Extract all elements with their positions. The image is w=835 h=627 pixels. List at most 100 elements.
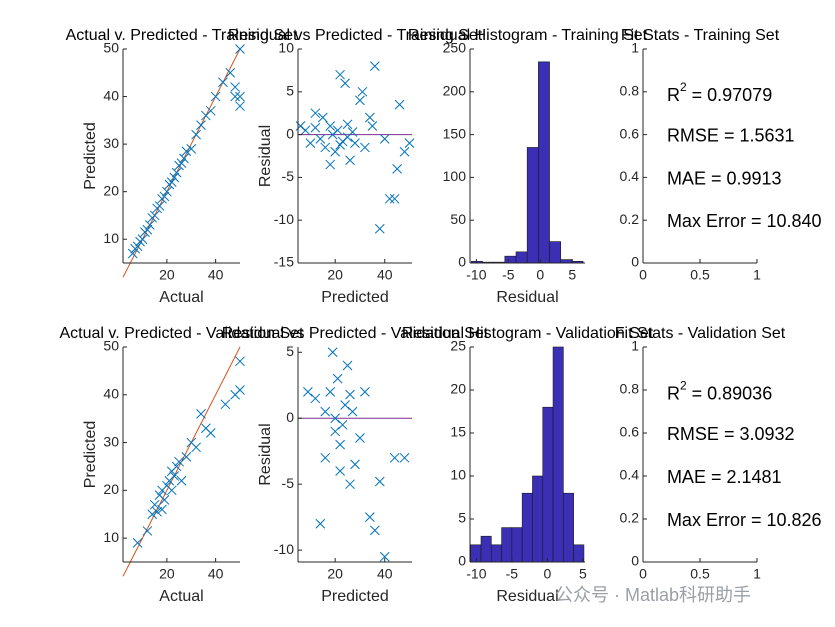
marker xyxy=(355,95,365,106)
stat-line: MAE = 0.9913 xyxy=(667,168,782,188)
histogram-bar xyxy=(532,475,544,563)
subplot-title: Residual vs Predicted - Training Set xyxy=(228,27,483,44)
x-tick-label: 0.5 xyxy=(690,267,710,283)
marker xyxy=(205,105,216,116)
histogram-bar xyxy=(470,544,482,563)
marker xyxy=(394,99,405,110)
subplot: Actual v. Predicted - Validation Set 10 20… xyxy=(60,325,305,605)
marker xyxy=(335,140,345,150)
y-tick-label: 0.2 xyxy=(620,211,640,227)
stat-r2: R2 = 0.97079 xyxy=(667,80,772,105)
y-tick-label: 10 xyxy=(103,230,119,246)
marker xyxy=(379,134,390,144)
marker xyxy=(132,241,143,252)
marker xyxy=(325,159,336,170)
y-tick-label: 50 xyxy=(103,338,119,354)
marker xyxy=(350,459,360,470)
marker xyxy=(345,479,355,490)
y-tick-label: 30 xyxy=(103,135,119,151)
marker xyxy=(310,108,321,119)
histogram-bar xyxy=(560,259,573,264)
x-tick-label: 40 xyxy=(208,267,224,283)
marker xyxy=(147,509,158,520)
marker xyxy=(369,525,380,536)
subplot-title: Fit Stats - Validation Set xyxy=(615,325,786,342)
marker xyxy=(205,428,216,438)
y-tick-label: 5 xyxy=(286,83,294,99)
stat-r2-rest: = 0.97079 xyxy=(687,85,773,105)
x-tick-label: -10 xyxy=(466,566,486,582)
y-tick-label: -10 xyxy=(274,211,294,227)
marker xyxy=(171,461,182,472)
y-tick-label: 0.4 xyxy=(620,467,640,483)
histogram-bar xyxy=(480,535,492,563)
marker xyxy=(327,347,338,358)
x-tick-label: 0.5 xyxy=(690,566,710,582)
marker xyxy=(325,386,336,397)
marker xyxy=(367,121,378,131)
marker xyxy=(235,91,245,102)
marker xyxy=(174,456,184,467)
y-tick-label: 5 xyxy=(458,510,466,526)
histogram-bar xyxy=(552,346,564,563)
subplot-title: Residual Histogram - Validation Set xyxy=(402,325,654,342)
marker xyxy=(300,125,311,136)
marker xyxy=(379,551,390,562)
y-axis-label: Residual xyxy=(257,125,274,187)
y-tick-label: 0.6 xyxy=(620,125,640,141)
marker xyxy=(149,210,160,221)
y-tick-label: 0 xyxy=(286,409,294,425)
marker xyxy=(191,442,201,453)
marker xyxy=(235,385,245,395)
y-tick-label: 20 xyxy=(450,381,466,397)
y-tick-label: 100 xyxy=(443,168,467,184)
x-tick-label: -5 xyxy=(506,566,519,582)
marker xyxy=(196,120,206,130)
y-tick-label: 10 xyxy=(278,40,294,56)
y-tick-label: 0 xyxy=(631,254,639,270)
marker xyxy=(350,138,360,149)
y-axis-label: Predicted xyxy=(82,122,99,190)
marker xyxy=(389,193,400,204)
y-tick-label: 150 xyxy=(443,125,467,141)
marker xyxy=(218,77,228,88)
y-tick-label: 30 xyxy=(103,433,119,449)
marker xyxy=(303,386,313,397)
x-tick-label: 1 xyxy=(753,566,761,582)
marker xyxy=(330,146,341,157)
y-tick-label: 0 xyxy=(286,125,294,141)
x-axis-label: Residual xyxy=(496,588,558,605)
x-tick-label: 40 xyxy=(208,566,224,582)
marker xyxy=(340,400,350,410)
y-tick-label: 0 xyxy=(458,553,466,569)
marker xyxy=(169,471,180,481)
marker xyxy=(142,526,153,536)
marker xyxy=(365,112,375,123)
y-tick-label: 250 xyxy=(443,40,467,56)
y-tick-label: 1 xyxy=(631,338,639,354)
marker xyxy=(369,61,380,71)
stat-line: RMSE = 3.0932 xyxy=(667,424,795,444)
subplot: Residual vs Predicted - Validation Set -1… xyxy=(222,325,489,605)
marker xyxy=(342,360,353,371)
marker xyxy=(152,506,162,517)
marker xyxy=(220,399,231,410)
marker xyxy=(162,186,172,197)
x-tick-label: 5 xyxy=(579,566,587,582)
marker xyxy=(159,495,170,505)
x-axis-label: Actual xyxy=(159,588,203,605)
marker xyxy=(335,466,345,476)
x-tick-label: 20 xyxy=(159,566,175,582)
marker xyxy=(166,485,177,496)
marker xyxy=(225,67,236,78)
marker xyxy=(365,512,375,523)
stat-r2-base: R xyxy=(667,85,680,105)
y-tick-label: 10 xyxy=(450,467,466,483)
marker xyxy=(317,112,328,123)
marker xyxy=(186,144,197,154)
x-tick-label: 40 xyxy=(377,267,393,283)
y-tick-label: 0.4 xyxy=(620,168,640,184)
marker xyxy=(345,155,355,166)
y-tick-label: 50 xyxy=(103,40,119,56)
